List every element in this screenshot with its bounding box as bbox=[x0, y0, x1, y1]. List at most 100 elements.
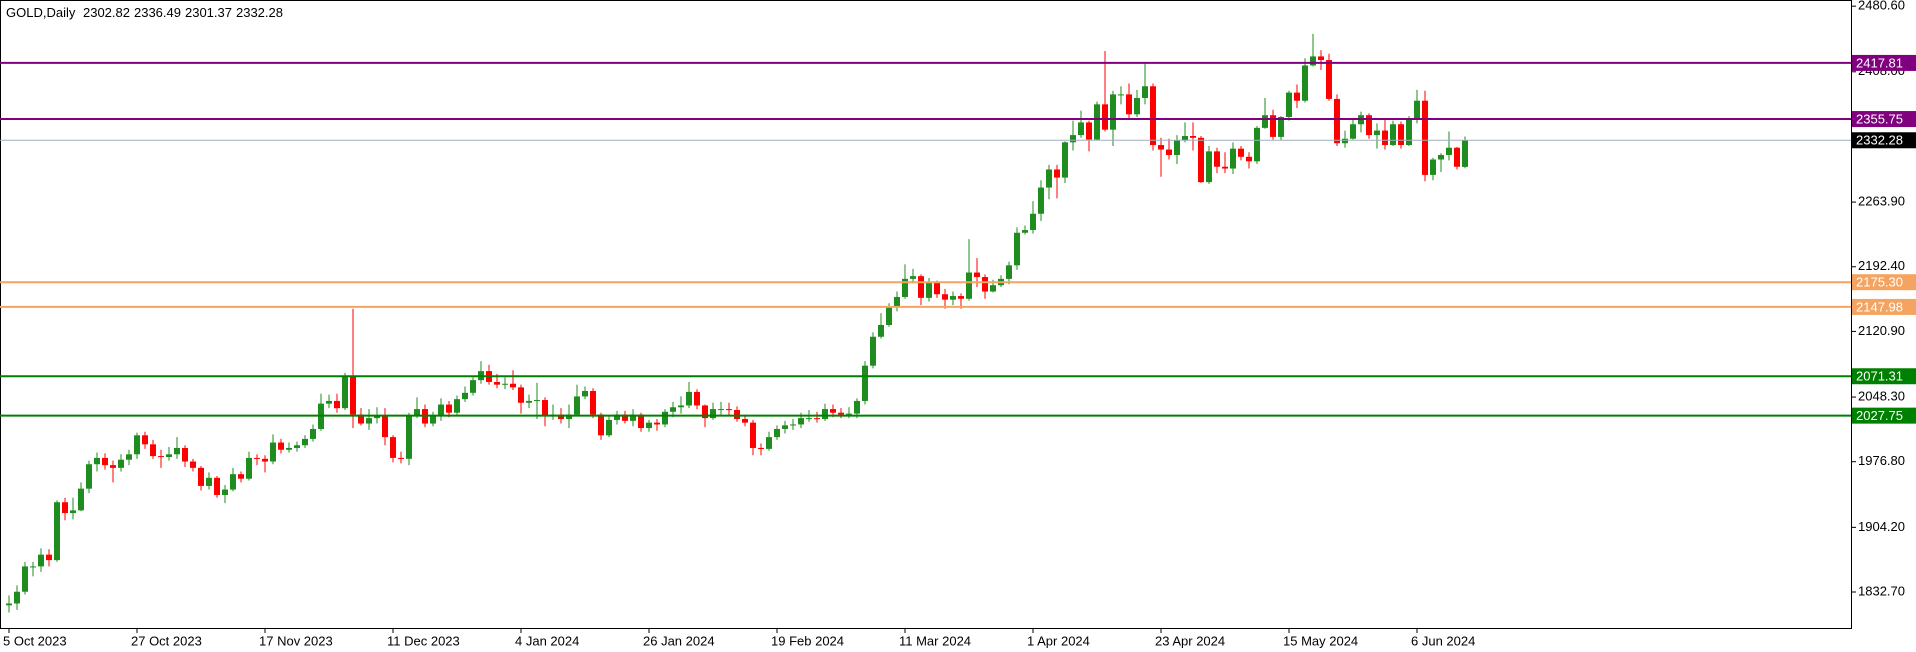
candle-body bbox=[870, 336, 876, 366]
candle-body bbox=[1326, 60, 1332, 99]
level-label-box bbox=[1852, 368, 1916, 385]
candle-body bbox=[1198, 137, 1204, 183]
level-label: 2417.81 bbox=[1856, 55, 1903, 70]
candle-body bbox=[1070, 135, 1076, 143]
candle-body bbox=[14, 591, 20, 604]
candle-body bbox=[398, 457, 404, 459]
candle-body bbox=[158, 456, 164, 458]
candle-body bbox=[206, 477, 212, 486]
candle-body bbox=[526, 400, 532, 403]
x-tick-label: 19 Feb 2024 bbox=[771, 633, 844, 648]
candle-body bbox=[382, 415, 388, 438]
candle-body bbox=[78, 488, 84, 511]
candle-body bbox=[430, 416, 436, 424]
candle-body bbox=[142, 435, 148, 445]
candle-body bbox=[1054, 169, 1060, 178]
level-label-box bbox=[1852, 54, 1916, 71]
candle-body bbox=[830, 409, 836, 413]
candle-body bbox=[1374, 130, 1380, 136]
candle-body bbox=[446, 404, 452, 413]
candle-body bbox=[350, 375, 356, 415]
candle-body bbox=[1406, 119, 1412, 146]
candle-body bbox=[782, 425, 788, 429]
candle-body bbox=[630, 414, 636, 421]
candle-body bbox=[1078, 122, 1084, 136]
candle-body bbox=[862, 365, 868, 401]
candle-body bbox=[126, 454, 132, 460]
candle-body bbox=[638, 414, 644, 429]
symbol-title: GOLD,Daily bbox=[6, 5, 76, 20]
header-low: 2301.37 bbox=[184, 5, 232, 20]
candle-body bbox=[1102, 104, 1108, 130]
candle-body bbox=[1022, 230, 1028, 233]
candle-body bbox=[582, 390, 588, 397]
candle-body bbox=[670, 407, 676, 412]
candle-body bbox=[1254, 127, 1260, 162]
candle-body bbox=[1086, 122, 1092, 140]
candle-body bbox=[46, 554, 52, 561]
candle-body bbox=[374, 415, 380, 419]
candle-body bbox=[254, 457, 260, 459]
candle-body bbox=[926, 282, 932, 298]
candle-body bbox=[686, 391, 692, 406]
candle-body bbox=[1190, 135, 1196, 138]
candle-body bbox=[470, 380, 476, 393]
candle-body bbox=[190, 461, 196, 468]
candle-body bbox=[150, 444, 156, 457]
y-tick-label: 1976.80 bbox=[1858, 453, 1905, 468]
candle-body bbox=[358, 414, 364, 424]
header-close: 2332.28 bbox=[235, 5, 283, 20]
candle-body bbox=[854, 400, 860, 414]
candle-body bbox=[70, 510, 76, 514]
candle-body bbox=[1030, 213, 1036, 231]
price-label: 2332.28 bbox=[1856, 133, 1903, 148]
x-tick-label: 11 Dec 2023 bbox=[387, 633, 460, 648]
candle-body bbox=[246, 457, 252, 479]
candle-body bbox=[230, 474, 236, 490]
chart-header: GOLD,Daily 2302.82 2336.49 2301.37 2332.28 bbox=[6, 5, 287, 20]
candle-body bbox=[1142, 86, 1148, 99]
candle-body bbox=[598, 414, 604, 436]
candle-body bbox=[342, 375, 348, 409]
level-label-box bbox=[1852, 274, 1916, 291]
x-tick-label: 5 Oct 2023 bbox=[3, 633, 67, 648]
candle-body bbox=[22, 566, 28, 592]
candle-body bbox=[950, 296, 956, 300]
candle-body bbox=[110, 465, 116, 468]
candle-body bbox=[462, 392, 468, 400]
candle-body bbox=[702, 405, 708, 419]
candle-body bbox=[710, 409, 716, 419]
candle-body bbox=[838, 412, 844, 415]
candle-body bbox=[406, 416, 412, 459]
candle-body bbox=[302, 438, 308, 446]
candle-body bbox=[118, 459, 124, 468]
level-label-box bbox=[1852, 298, 1916, 315]
candle-body bbox=[606, 419, 612, 436]
candle-body bbox=[1278, 117, 1284, 137]
level-label: 2027.75 bbox=[1856, 408, 1903, 423]
candle-body bbox=[798, 418, 804, 425]
candle-body bbox=[1446, 147, 1452, 155]
candle-body bbox=[38, 554, 44, 567]
candle-body bbox=[1246, 156, 1252, 162]
candle-body bbox=[198, 467, 204, 486]
candle-body bbox=[6, 603, 12, 606]
candle-body bbox=[1270, 115, 1276, 137]
candle-body bbox=[614, 414, 620, 420]
candle-body bbox=[510, 383, 516, 388]
candle-body bbox=[814, 418, 820, 420]
candle-body bbox=[1094, 104, 1100, 140]
candle-body bbox=[1382, 130, 1388, 146]
candle-body bbox=[1206, 151, 1212, 183]
candle-body bbox=[902, 278, 908, 297]
candle-body bbox=[574, 396, 580, 415]
candle-body bbox=[934, 282, 940, 295]
candle-body bbox=[558, 414, 564, 420]
candle-body bbox=[1110, 94, 1116, 130]
candle-body bbox=[30, 566, 36, 568]
candle-body bbox=[886, 306, 892, 325]
candle-body bbox=[542, 400, 548, 417]
x-tick-label: 15 May 2024 bbox=[1283, 633, 1358, 648]
candle-body bbox=[806, 418, 812, 420]
